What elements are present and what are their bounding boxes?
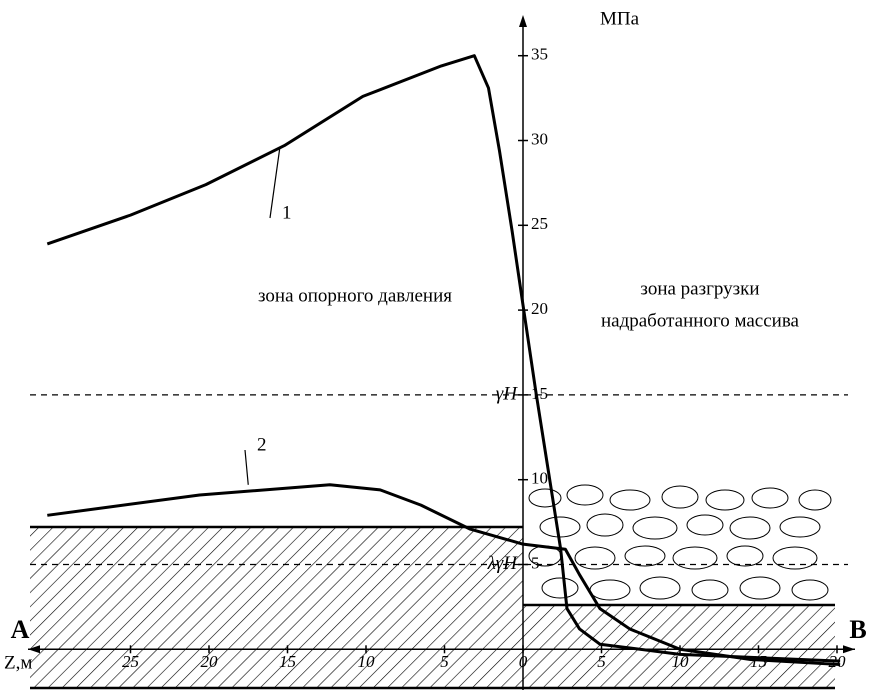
x-tick-label: 10 — [672, 652, 690, 671]
x-axis-arrow-left — [28, 645, 40, 654]
x-axis-arrow — [843, 645, 855, 654]
x-tick-label: 5 — [597, 652, 606, 671]
y-tick-label: 25 — [531, 214, 548, 233]
y-tick-label: 20 — [531, 299, 548, 318]
series-line — [46, 54, 841, 663]
annotation: зона опорного давления — [258, 285, 452, 306]
reference-label: λγH — [487, 553, 519, 574]
annotation: надработанного массива — [601, 310, 800, 331]
annotation: зона разгрузки — [640, 278, 759, 299]
x-tick-label: 20 — [201, 652, 219, 671]
y-axis-label: МПа — [600, 8, 640, 29]
y-tick-label: 15 — [531, 384, 548, 403]
leader-line — [269, 148, 281, 219]
series-label: 1 — [282, 202, 292, 223]
x-tick-label: 5 — [440, 652, 449, 671]
y-tick-label: 5 — [531, 553, 540, 572]
y-tick-label: 30 — [531, 129, 548, 148]
x-axis-label: Z,м — [4, 652, 32, 673]
series-line — [47, 483, 841, 667]
leader-line — [244, 449, 249, 485]
hatched-layer-left — [30, 525, 835, 690]
annotation: A — [11, 615, 30, 644]
x-tick-label: 0 — [519, 652, 528, 671]
x-tick-label: 10 — [358, 652, 376, 671]
y-tick-label: 10 — [531, 469, 548, 488]
hatched-layer-right — [523, 603, 835, 688]
caved-rock — [528, 484, 832, 601]
reference-label: γH — [496, 383, 518, 404]
y-axis-arrow — [519, 15, 527, 27]
x-tick-label: 15 — [279, 652, 296, 671]
x-tick-label: 25 — [122, 652, 139, 671]
y-tick-label: 35 — [531, 45, 548, 64]
series-label: 2 — [257, 434, 267, 455]
annotation: B — [849, 615, 866, 644]
